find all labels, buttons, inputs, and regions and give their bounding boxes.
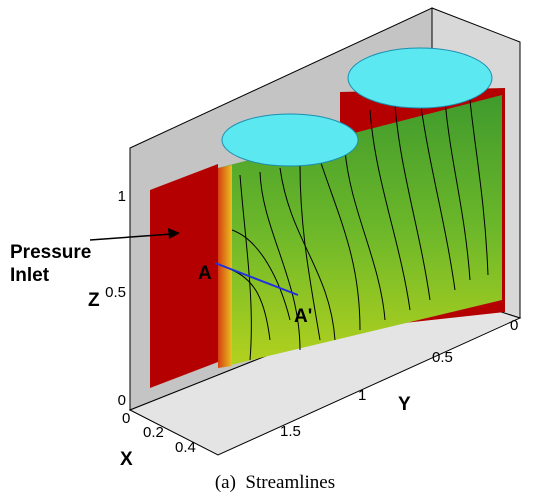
- arrow: [89, 233, 173, 241]
- tick-label: 0: [118, 392, 126, 409]
- section-label: A: [198, 263, 212, 284]
- tick-label: 0: [510, 317, 518, 334]
- annotation: Pressure: [10, 242, 91, 263]
- tick-label: 0.4: [175, 439, 196, 456]
- axis-label: Z: [88, 290, 100, 311]
- tick-label: 1: [118, 188, 126, 205]
- tick-label: 0.5: [105, 284, 126, 301]
- tick-label: 0: [122, 410, 130, 427]
- section-line: [214, 262, 299, 296]
- inlet-panel: [150, 164, 218, 388]
- caption: (a) Streamlines: [215, 472, 335, 493]
- section-label: A': [294, 306, 312, 327]
- annotation: Inlet: [10, 265, 50, 286]
- axis-label: Y: [398, 394, 411, 415]
- tick-label: 1.5: [280, 423, 301, 440]
- tick-label: 0.5: [432, 349, 453, 366]
- outlet-plume: [221, 113, 359, 167]
- streamlines: [231, 99, 489, 361]
- tick-label: 0.2: [143, 424, 164, 441]
- outlet-plume: [347, 47, 493, 109]
- tick-label: 1: [358, 387, 366, 404]
- arrow-head: [168, 228, 180, 239]
- axis-label: X: [120, 449, 133, 470]
